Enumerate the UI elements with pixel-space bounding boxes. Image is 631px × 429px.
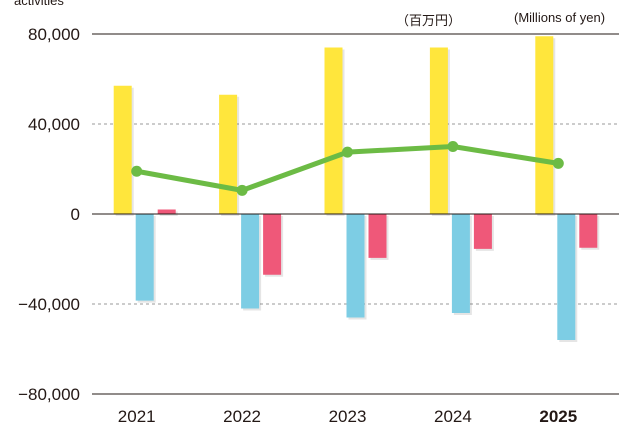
investing-bar [346, 214, 365, 318]
x-tick-label: 2021 [118, 407, 156, 426]
line-point [552, 157, 564, 169]
investing-bar [451, 214, 470, 313]
operating-bar [429, 47, 448, 214]
financing-bar [263, 214, 282, 275]
financing-bar [473, 214, 492, 249]
operating-bar [535, 36, 554, 214]
x-tick-label: 2022 [223, 407, 261, 426]
x-tick-label: 2025 [539, 407, 577, 426]
y-tick-label: −40,000 [18, 295, 80, 314]
line-point [131, 165, 143, 177]
financing-bar [579, 214, 598, 248]
y-tick-label: −80,000 [18, 385, 80, 404]
investing-bar [557, 214, 576, 340]
y-tick-label: 40,000 [28, 115, 80, 134]
y-tick-label: 0 [71, 205, 80, 224]
line-point [236, 184, 248, 196]
cut-off-legend-text: activities [14, 0, 64, 8]
line-point [447, 141, 459, 152]
operating-bar [113, 85, 132, 214]
x-tick-label: 2023 [329, 407, 367, 426]
operating-bar [219, 94, 238, 214]
unit-label-japanese: （百万円） [396, 14, 462, 29]
financing-bar [368, 214, 387, 258]
financing-bar [157, 209, 176, 214]
investing-bar [241, 214, 260, 309]
line-point [342, 146, 353, 158]
x-tick-label: 2024 [434, 407, 472, 426]
operating-bar [324, 47, 343, 214]
investing-bar [135, 214, 154, 301]
unit-label-english: (Millions of yen) [514, 10, 606, 25]
y-tick-label: 80,000 [28, 25, 80, 44]
